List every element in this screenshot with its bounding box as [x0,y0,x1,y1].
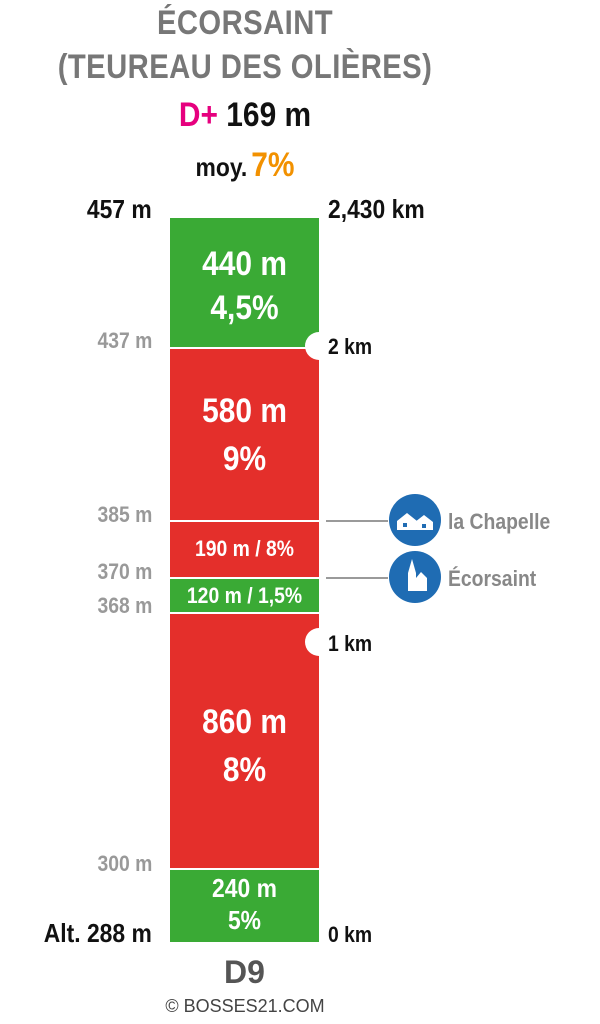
dplus-label: D+ [178,96,218,134]
copyright: © BOSSES21.COM [165,996,325,1016]
altitude-label: 370 m [97,559,152,584]
altitude-label: Alt. 288 m [43,918,152,948]
altitude-label: 300 m [97,851,152,876]
segment-1: 440 m 4,5% [170,218,319,347]
avg-value: 7% [251,146,295,184]
km-marker: 0 km [328,922,373,947]
altitude-label: 385 m [97,502,152,527]
church-icon [389,551,441,603]
segment-1-grade: 4,5% [210,289,279,327]
km-marker: 2 km [328,334,373,359]
dplus-value: 169 m [226,96,312,134]
average-grade: moy. 7% [29,146,460,185]
segment-5: 860 m 8% [170,614,319,868]
segment-2-length: 580 m [202,392,287,430]
poi-label: la Chapelle [448,509,551,534]
separator [170,347,319,349]
segment-1-length: 440 m [202,245,287,283]
separator [170,577,319,579]
segment-4-label: 120 m / 1,5% [186,583,303,608]
elevation-gain: D+ 169 m [29,96,460,135]
segment-6: 240 m 5% [170,870,319,942]
km-notch [305,628,333,656]
road-name: D9 [224,954,265,990]
separator [170,612,319,614]
avg-label: moy. [195,152,248,182]
altitude-label: 368 m [97,593,152,618]
segment-3-label: 190 m / 8% [194,536,294,561]
separator [170,868,319,870]
poi-label: Écorsaint [448,566,537,591]
segment-6-grade: 5% [227,905,262,935]
poi-leader-line [326,577,388,579]
segment-5-length: 860 m [202,703,287,741]
segment-2: 580 m 9% [170,349,319,520]
segment-6-length: 240 m [212,873,277,903]
altitude-label: 437 m [97,328,152,353]
segment-5-grade: 8% [222,751,267,789]
title-line-2: (TEUREAU DES OLIÈRES) [57,48,433,86]
poi-leader-line [326,520,388,522]
segment-2-grade: 9% [222,440,267,478]
km-notch [305,332,333,360]
top-distance: 2,430 km [328,194,425,224]
km-marker: 1 km [328,631,373,656]
top-altitude: 457 m [87,194,152,224]
separator [170,520,319,522]
segment-4: 120 m / 1,5% [170,579,319,612]
segment-3: 190 m / 8% [170,522,319,577]
title-line-1: ÉCORSAINT [156,4,334,42]
houses-icon [389,494,441,546]
